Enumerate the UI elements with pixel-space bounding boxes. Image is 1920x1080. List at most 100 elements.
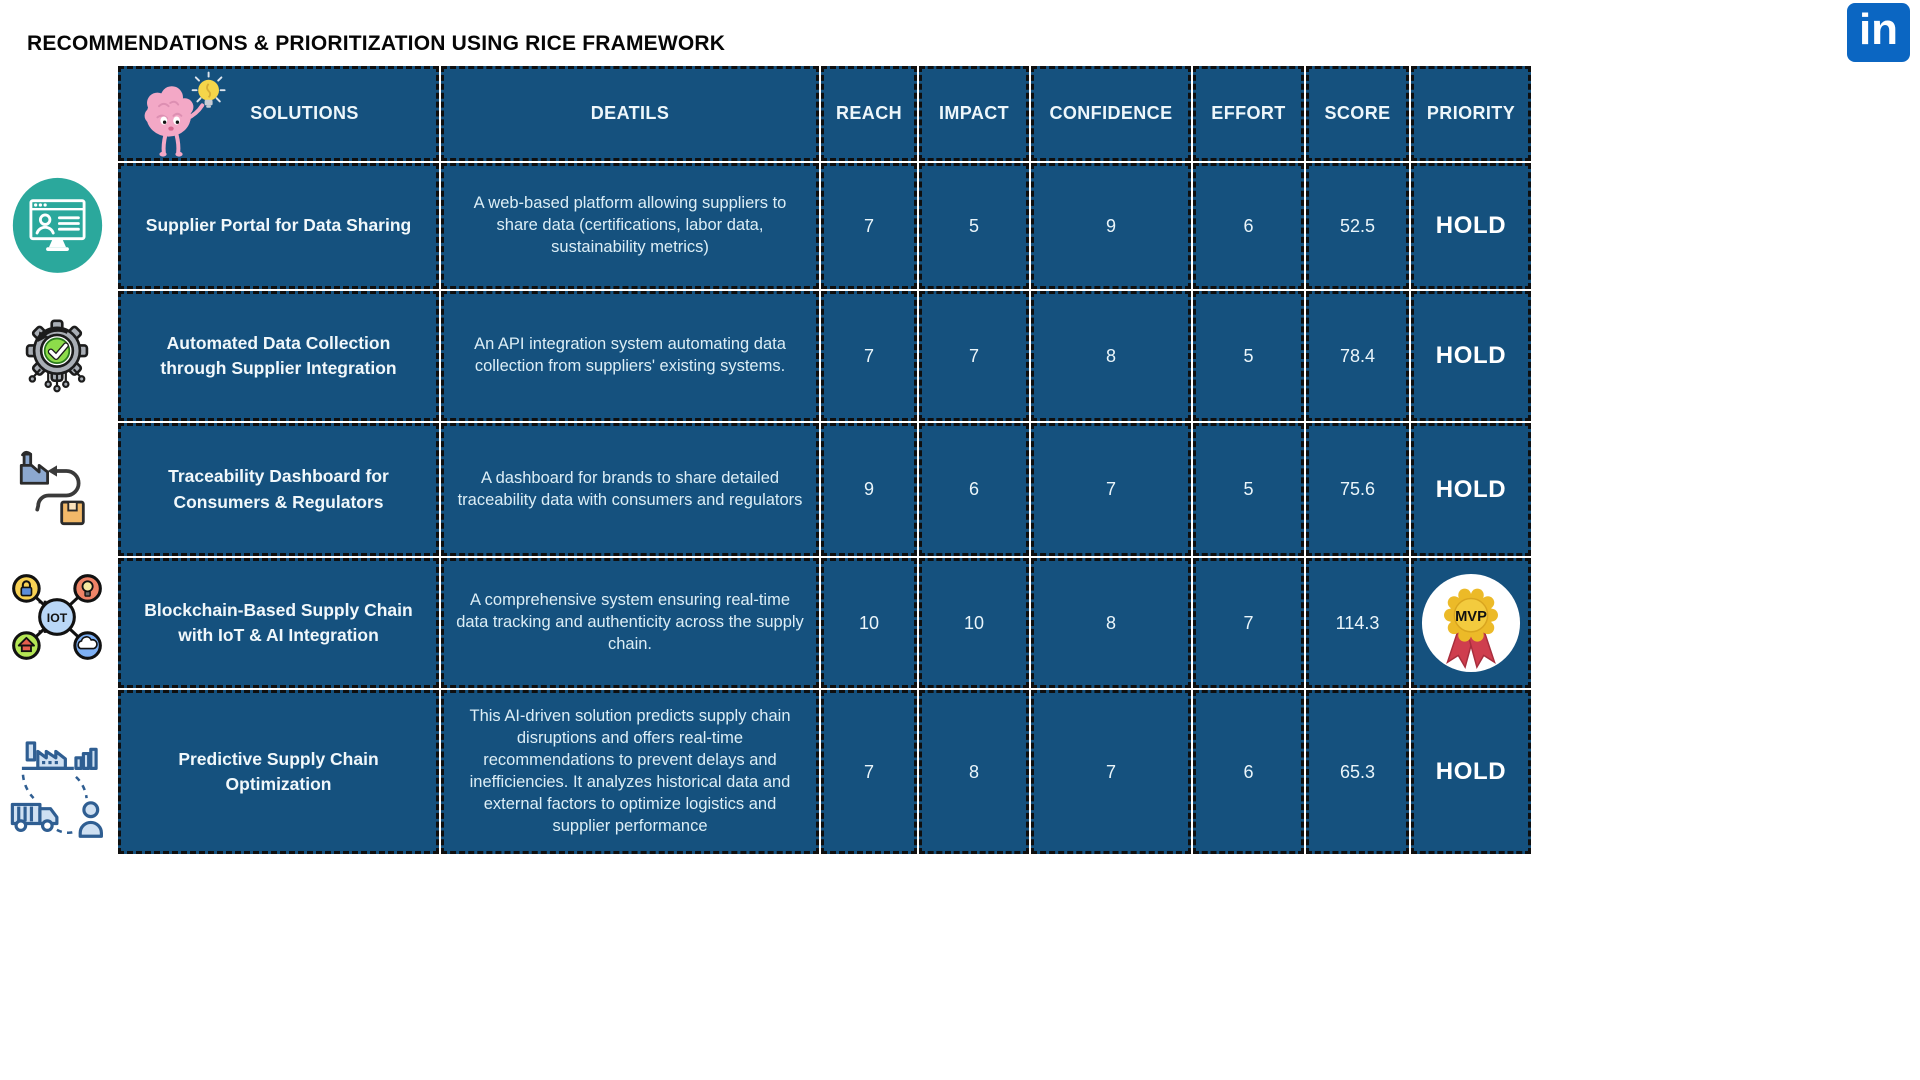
table-row-1-priority: HOLD	[1411, 163, 1531, 289]
column-header-label: DEATILS	[590, 103, 670, 123]
column-header-effort: EFFORT	[1193, 66, 1304, 161]
score-value: 65.3	[1339, 761, 1376, 782]
table-row-2-priority: HOLD	[1411, 291, 1531, 421]
impact-value: 8	[968, 761, 979, 782]
confidence-value: 8	[1105, 612, 1116, 633]
table-row-5-details: This AI-driven solution predicts supply …	[441, 690, 819, 854]
rice-table: SOLUTIONS DEATILS REACH IMPACT CONFIDENC…	[117, 65, 1532, 855]
reach-value: 7	[863, 215, 874, 236]
column-header-label: PRIORITY	[1426, 103, 1516, 123]
table-row-3-effort: 5	[1193, 423, 1304, 556]
table-row-3-solution: Traceability Dashboard for Consumers & R…	[118, 423, 439, 556]
mvp-label: MVP	[1455, 609, 1487, 625]
automated-data-collection-icon	[25, 319, 89, 393]
column-header-label: SCORE	[1324, 103, 1391, 123]
page-title: RECOMMENDATIONS & PRIORITIZATION USING R…	[27, 32, 726, 55]
table-row-2-details: An API integration system automating dat…	[441, 291, 819, 421]
table-row-1-reach: 7	[821, 163, 917, 289]
column-header-label: IMPACT	[938, 103, 1010, 123]
table-row-5-confidence: 7	[1031, 690, 1191, 854]
table-row-5-impact: 8	[919, 690, 1029, 854]
table-row-1-effort: 6	[1193, 163, 1304, 289]
linkedin-icon[interactable]: in	[1847, 3, 1910, 62]
table-row-2-confidence: 8	[1031, 291, 1191, 421]
reach-value: 9	[863, 479, 874, 499]
table-row-5-solution: Predictive Supply Chain Optimization	[118, 690, 439, 854]
impact-value: 6	[968, 479, 979, 499]
confidence-value: 8	[1105, 345, 1116, 366]
confidence-value: 9	[1105, 215, 1116, 236]
priority-value: HOLD	[1435, 342, 1507, 369]
column-header-reach: REACH	[821, 66, 917, 161]
table-row-4-priority: MVP	[1411, 558, 1531, 688]
column-header-impact: IMPACT	[919, 66, 1029, 161]
table-row-1-details: A web-based platform allowing suppliers …	[441, 163, 819, 289]
effort-value: 6	[1243, 761, 1254, 782]
solution-name: Traceability Dashboard for Consumers & R…	[168, 466, 389, 512]
details-text: A web-based platform allowing suppliers …	[473, 194, 787, 256]
table-row-3-confidence: 7	[1031, 423, 1191, 556]
confidence-value: 7	[1105, 761, 1116, 782]
table-row-5-effort: 6	[1193, 690, 1304, 854]
table-row-3-score: 75.6	[1306, 423, 1409, 556]
table-row-2-impact: 7	[919, 291, 1029, 421]
brain-lightbulb-icon	[144, 71, 226, 157]
impact-value: 10	[963, 612, 985, 633]
effort-value: 5	[1243, 345, 1254, 366]
confidence-value: 7	[1105, 479, 1116, 499]
table-row-2-reach: 7	[821, 291, 917, 421]
table-row-3-impact: 6	[919, 423, 1029, 556]
table-row-2-score: 78.4	[1306, 291, 1409, 421]
table-row-1-solution: Supplier Portal for Data Sharing	[118, 163, 439, 289]
table-row-4-impact: 10	[919, 558, 1029, 688]
priority-value: HOLD	[1435, 758, 1507, 785]
details-text: An API integration system automating dat…	[474, 335, 786, 375]
effort-value: 6	[1243, 215, 1254, 236]
column-header-confidence: CONFIDENCE	[1031, 66, 1191, 161]
score-value: 78.4	[1339, 345, 1376, 366]
column-header-label: CONFIDENCE	[1049, 103, 1173, 123]
supplier-portal-icon	[12, 177, 103, 273]
score-value: 75.6	[1339, 479, 1376, 499]
priority-value: HOLD	[1435, 212, 1507, 239]
table-row-4-confidence: 8	[1031, 558, 1191, 688]
details-text: A dashboard for brands to share detailed…	[457, 468, 803, 509]
iot-blockchain-icon: IOT	[12, 574, 102, 660]
solution-name: Predictive Supply Chain Optimization	[178, 748, 379, 794]
table-row-1-score: 52.5	[1306, 163, 1409, 289]
score-value: 52.5	[1339, 215, 1376, 236]
table-row-4-score: 114.3	[1306, 558, 1409, 688]
table-row-4-reach: 10	[821, 558, 917, 688]
table-row-5-reach: 7	[821, 690, 917, 854]
table-row-3-reach: 9	[821, 423, 917, 556]
priority-value: HOLD	[1435, 475, 1507, 503]
solution-name: Blockchain-Based Supply Chain with IoT &…	[144, 599, 413, 645]
details-text: This AI-driven solution predicts supply …	[469, 707, 791, 835]
details-text: A comprehensive system ensuring real-tim…	[456, 591, 804, 653]
column-header-details: DEATILS	[441, 66, 819, 161]
effort-value: 5	[1243, 479, 1254, 499]
svg-text:IOT: IOT	[47, 611, 68, 625]
table-row-5-score: 65.3	[1306, 690, 1409, 854]
column-header-priority: PRIORITY	[1411, 66, 1531, 161]
traceability-icon	[19, 450, 85, 526]
mvp-badge-icon: MVP	[1421, 573, 1521, 673]
predictive-optimization-icon	[10, 741, 103, 838]
impact-value: 5	[968, 215, 979, 236]
table-row-4-details: A comprehensive system ensuring real-tim…	[441, 558, 819, 688]
table-row-4-solution: Blockchain-Based Supply Chain with IoT &…	[118, 558, 439, 688]
column-header-label: EFFORT	[1211, 103, 1286, 123]
table-row-2-effort: 5	[1193, 291, 1304, 421]
table-row-5-priority: HOLD	[1411, 690, 1531, 854]
score-value: 114.3	[1335, 612, 1380, 633]
table-row-2-solution: Automated Data Collection through Suppli…	[118, 291, 439, 421]
impact-value: 7	[968, 345, 979, 366]
linkedin-label: in	[1858, 4, 1899, 54]
reach-value: 10	[858, 612, 880, 633]
solution-name: Automated Data Collection through Suppli…	[160, 332, 397, 378]
effort-value: 7	[1243, 612, 1254, 633]
table-row-1-confidence: 9	[1031, 163, 1191, 289]
reach-value: 7	[863, 761, 874, 782]
table-row-3-details: A dashboard for brands to share detailed…	[441, 423, 819, 556]
